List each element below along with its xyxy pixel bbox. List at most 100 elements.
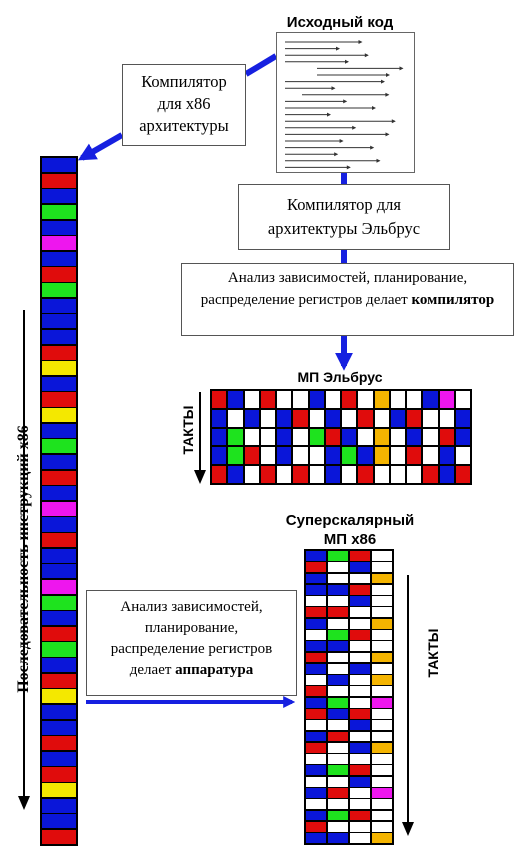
x86-instruction-cell [42, 626, 76, 641]
elbrus-cell [358, 428, 373, 446]
superscalar-cell [371, 607, 392, 618]
code-line-arrowhead [352, 125, 357, 130]
elbrus-cell [277, 447, 292, 465]
elbrus-cell [439, 409, 454, 427]
elbrus-cell [325, 409, 340, 427]
x86-instruction-cell [42, 470, 76, 485]
superscalar-cell [349, 742, 371, 753]
elbrus-cell [423, 447, 438, 465]
x86-instruction-cell [42, 345, 76, 360]
superscalar-cell [306, 776, 327, 787]
elbrus-cell [423, 428, 438, 446]
code-line-arrowhead [345, 59, 349, 64]
code-lines [285, 40, 404, 170]
superscalar-cell [349, 709, 371, 719]
superscalar-cell [306, 731, 327, 742]
code-line-arrowhead [327, 112, 331, 117]
hardware-analysis-line2: планирование, [144, 620, 239, 636]
x86-instruction-cell [42, 673, 76, 688]
compiler-analysis-box: Анализ зависимостей, планирование, распр… [181, 263, 514, 336]
x86-instruction-cell [42, 829, 76, 844]
code-line-arrowhead [372, 106, 376, 110]
x86-instruction-cell [42, 486, 76, 501]
superscalar-cell [349, 754, 371, 764]
x86-sequence-label: Последовательность инструкций x86 [15, 425, 32, 693]
elbrus-cell [212, 447, 227, 465]
superscalar-cell [371, 776, 392, 787]
x86-instruction-cell [42, 533, 76, 548]
elbrus-mp-title: МП Эльбрус [297, 369, 383, 385]
elbrus-cell [293, 391, 308, 408]
elbrus-cell [309, 466, 324, 483]
elbrus-cell [212, 409, 227, 427]
elbrus-cell [212, 466, 227, 483]
superscalar-cell [349, 573, 371, 584]
arrow-x86-compiler-to-sequence [77, 132, 124, 161]
code-line-arrowhead [358, 40, 363, 44]
elbrus-cell [439, 428, 454, 446]
code-line-arrowhead [331, 86, 336, 91]
elbrus-cell [309, 409, 324, 427]
elbrus-cell [228, 466, 243, 483]
superscalar-cell [306, 584, 327, 595]
elbrus-cell [309, 391, 324, 408]
x86-instruction-cell [42, 236, 76, 251]
superscalar-cell [371, 788, 392, 798]
superscalar-cell [327, 697, 349, 708]
x86-instruction-cell [42, 361, 76, 376]
x86-instruction-cell [42, 798, 76, 813]
superscalar-cell [327, 663, 349, 674]
superscalar-cell [371, 675, 392, 685]
elbrus-cell [407, 391, 422, 408]
superscalar-cell [327, 709, 349, 719]
superscalar-cell [306, 821, 327, 832]
superscalar-cell [349, 788, 371, 798]
superscalar-cell [327, 686, 349, 697]
hardware-analysis-line4: делает аппаратура [87, 660, 296, 681]
elbrus-cell [309, 447, 324, 465]
x86-instruction-cell [42, 564, 76, 579]
elbrus-cell [342, 391, 357, 408]
elbrus-cell [277, 409, 292, 427]
elbrus-cell [407, 466, 422, 483]
superscalar-cell [349, 675, 371, 685]
elbrus-cell [325, 391, 340, 408]
superscalar-cell [371, 686, 392, 697]
elbrus-cell [390, 466, 405, 483]
superscalar-cell [327, 675, 349, 685]
elbrus-cell [260, 391, 275, 408]
superscalar-cell [371, 821, 392, 832]
x86-sequence-column [40, 156, 78, 846]
elbrus-cell [374, 428, 389, 446]
superscalar-cell [349, 833, 371, 843]
superscalar-cell [371, 697, 392, 708]
superscalar-cell [371, 754, 392, 764]
superscalar-cell [306, 551, 327, 561]
superscalar-cell [349, 731, 371, 742]
x86-instruction-cell [42, 423, 76, 438]
arrow-source-to-x86-compiler [244, 53, 278, 77]
x86-instruction-cell [42, 783, 76, 798]
superscalar-cell [327, 776, 349, 787]
superscalar-cell [306, 765, 327, 776]
superscalar-cell [349, 641, 371, 652]
superscalar-cell [327, 551, 349, 561]
superscalar-cell [327, 573, 349, 584]
x86-instruction-cell [42, 283, 76, 298]
elbrus-cell [342, 447, 357, 465]
elbrus-cell [390, 447, 405, 465]
elbrus-cell [244, 409, 259, 427]
elbrus-cell [293, 466, 308, 483]
elbrus-cell [325, 428, 340, 446]
x86-instruction-cell [42, 251, 76, 266]
elbrus-cell [423, 466, 438, 483]
x86-instruction-cell [42, 642, 76, 657]
code-line-arrowhead [386, 73, 390, 77]
x86-instruction-cell [42, 204, 76, 219]
hardware-analysis-line3: распределение регистров [110, 641, 273, 657]
compiler-analysis-bold: компилятор [411, 292, 495, 308]
superscalar-cell [349, 607, 371, 618]
elbrus-cell [325, 447, 340, 465]
code-line-arrowhead [343, 99, 348, 104]
